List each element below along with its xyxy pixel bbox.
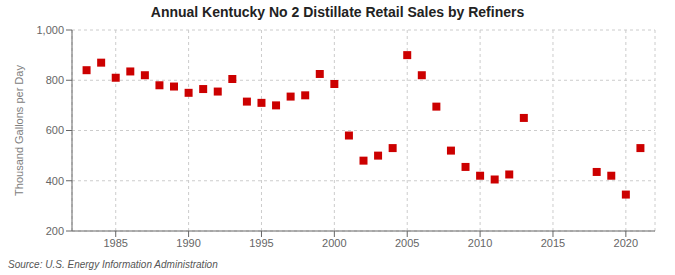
svg-text:2005: 2005 — [395, 237, 419, 249]
svg-text:Thousand Gallons per Day: Thousand Gallons per Day — [13, 65, 25, 196]
svg-text:1990: 1990 — [176, 237, 200, 249]
svg-text:1,000: 1,000 — [36, 24, 64, 36]
svg-text:1985: 1985 — [103, 237, 127, 249]
svg-text:1995: 1995 — [249, 237, 273, 249]
svg-text:2000: 2000 — [322, 237, 346, 249]
svg-text:2020: 2020 — [614, 237, 638, 249]
svg-text:200: 200 — [46, 225, 64, 237]
svg-text:400: 400 — [46, 175, 64, 187]
svg-text:800: 800 — [46, 74, 64, 86]
svg-text:2010: 2010 — [468, 237, 492, 249]
svg-text:600: 600 — [46, 124, 64, 136]
html-text:Annual Kentucky No 2 Distillat: Annual Kentucky No 2 Distillate Retail S… — [150, 4, 525, 20]
svg-text:2015: 2015 — [541, 237, 565, 249]
html-text:Source: U.S. Energy Informatio: Source: U.S. Energy Information Administ… — [8, 259, 218, 270]
